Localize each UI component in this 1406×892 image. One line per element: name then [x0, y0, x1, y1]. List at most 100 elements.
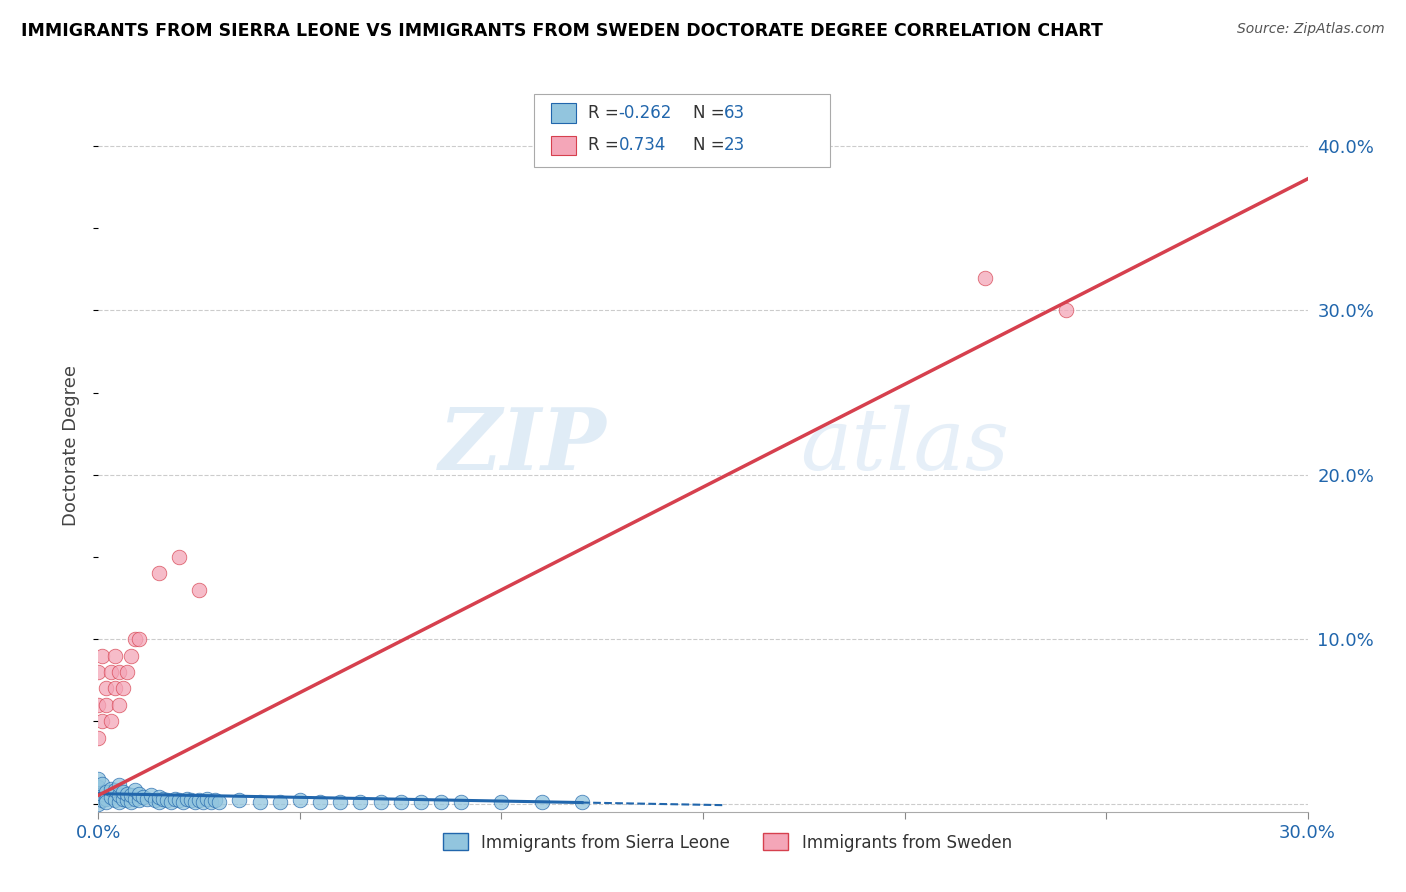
Point: [100, 789, 122, 804]
Point: [103, 681, 125, 696]
Legend: Immigrants from Sierra Leone, Immigrants from Sweden: Immigrants from Sierra Leone, Immigrants…: [436, 827, 1018, 858]
Point: [530, 795, 553, 809]
Point: [87, 772, 110, 786]
Point: [180, 793, 202, 807]
Point: [1054, 303, 1077, 318]
Point: [107, 779, 129, 793]
Point: [167, 549, 190, 564]
Point: [87, 789, 110, 803]
Point: [128, 787, 150, 801]
Point: [124, 632, 146, 647]
Point: [115, 665, 138, 679]
Point: [188, 582, 211, 597]
Point: [124, 783, 146, 797]
Point: [163, 791, 186, 805]
Point: [370, 795, 392, 809]
Text: 0.734: 0.734: [619, 136, 666, 154]
Text: N =: N =: [693, 104, 730, 122]
Text: ZIP: ZIP: [439, 404, 606, 488]
Point: [329, 795, 352, 809]
Point: [107, 795, 129, 809]
Point: [115, 787, 138, 801]
Point: [107, 698, 129, 712]
Point: [974, 270, 997, 285]
Point: [91, 648, 114, 663]
Point: [188, 793, 211, 807]
Point: [111, 681, 134, 696]
Point: [228, 793, 250, 807]
Point: [120, 789, 142, 803]
Point: [87, 797, 110, 811]
Point: [100, 665, 122, 679]
Point: [115, 793, 138, 807]
Point: [128, 632, 150, 647]
Point: [103, 783, 125, 797]
Point: [132, 789, 155, 804]
Point: [135, 791, 157, 805]
Point: [111, 791, 134, 805]
Text: 63: 63: [724, 104, 745, 122]
Point: [389, 795, 412, 809]
Point: [111, 785, 134, 799]
Point: [193, 795, 215, 809]
Point: [91, 777, 114, 791]
Text: IMMIGRANTS FROM SIERRA LEONE VS IMMIGRANTS FROM SWEDEN DOCTORATE DEGREE CORRELAT: IMMIGRANTS FROM SIERRA LEONE VS IMMIGRAN…: [21, 22, 1102, 40]
Point: [450, 795, 472, 809]
Point: [172, 795, 194, 809]
Point: [100, 781, 122, 796]
Point: [409, 795, 432, 809]
Y-axis label: Doctorate Degree: Doctorate Degree: [62, 366, 80, 526]
Point: [571, 795, 593, 809]
Point: [208, 795, 231, 809]
Point: [120, 795, 142, 809]
Point: [204, 793, 226, 807]
Text: R =: R =: [588, 136, 624, 154]
Point: [139, 789, 162, 803]
Text: N =: N =: [693, 136, 730, 154]
Point: [96, 785, 118, 799]
Text: 23: 23: [724, 136, 745, 154]
Point: [91, 793, 114, 807]
Point: [152, 791, 174, 805]
Text: -0.262: -0.262: [619, 104, 672, 122]
Point: [103, 648, 125, 663]
Text: R =: R =: [588, 104, 624, 122]
Point: [124, 791, 146, 805]
Point: [349, 795, 371, 809]
Point: [87, 698, 110, 712]
Point: [148, 795, 170, 809]
Point: [491, 795, 513, 809]
Point: [249, 795, 271, 809]
Point: [87, 665, 110, 679]
Text: atlas: atlas: [800, 405, 1010, 487]
Point: [103, 793, 125, 807]
Point: [87, 780, 110, 794]
Point: [107, 789, 129, 803]
Point: [91, 787, 114, 801]
Point: [91, 714, 114, 729]
Point: [195, 791, 218, 805]
Point: [160, 795, 183, 809]
Point: [143, 793, 166, 807]
Point: [288, 793, 311, 807]
Point: [96, 698, 118, 712]
Point: [107, 665, 129, 679]
Point: [128, 793, 150, 807]
Point: [96, 791, 118, 805]
Point: [148, 789, 170, 804]
Text: Source: ZipAtlas.com: Source: ZipAtlas.com: [1237, 22, 1385, 37]
Point: [184, 795, 207, 809]
Point: [96, 681, 118, 696]
Point: [87, 731, 110, 745]
Point: [100, 714, 122, 729]
Point: [167, 793, 190, 807]
Point: [96, 795, 118, 809]
Point: [200, 795, 222, 809]
Point: [430, 795, 453, 809]
Point: [120, 648, 142, 663]
Point: [309, 795, 332, 809]
Point: [148, 566, 170, 581]
Point: [176, 791, 198, 805]
Point: [156, 793, 179, 807]
Point: [269, 795, 291, 809]
